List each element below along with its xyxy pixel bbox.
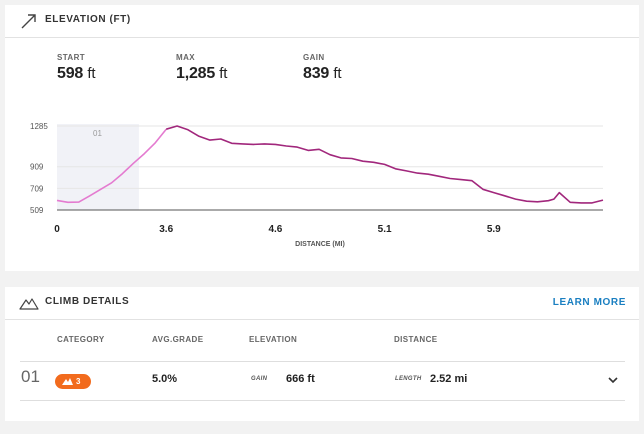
y-tick-label: 509: [30, 206, 44, 215]
elevation-title: ELEVATION (FT): [45, 14, 131, 25]
elevation-chart[interactable]: 01 1285 909 709 509 0 3.6 4.6 5.1 5.9 DISTANCE (MI…: [5, 5, 639, 271]
row-divider-top: [20, 361, 625, 362]
x-tick-label: 5.1: [378, 224, 392, 235]
stat-gain-label: GAIN: [303, 53, 325, 62]
mountain-badge-icon: [62, 378, 73, 385]
stat-gain: GAIN 839 ft: [303, 53, 341, 83]
stat-start-value: 598: [57, 65, 84, 82]
stat-max: MAX 1,285 ft: [176, 53, 227, 83]
climb-region-label: 01: [93, 129, 102, 138]
trend-arrow-icon: [21, 14, 36, 29]
length-value: 2.52 mi: [430, 373, 468, 385]
elevation-header: ELEVATION (FT): [5, 5, 639, 38]
header-avg-grade: AVG.GRADE: [152, 335, 204, 344]
elevation-line-climb: [56, 128, 167, 204]
category-badge: 3: [55, 374, 91, 389]
x-tick-label: 0: [54, 224, 60, 235]
climb-title: CLIMB DETAILS: [45, 296, 130, 307]
elevation-panel: ELEVATION (FT) START 598 ft MAX 1,285 ft…: [5, 5, 639, 271]
climb-header: CLIMB DETAILS LEARN MORE: [5, 287, 639, 320]
header-distance: DISTANCE: [394, 335, 438, 344]
category-value: 3: [76, 377, 81, 386]
elevation-line: [165, 125, 604, 204]
row-divider-bottom: [20, 400, 625, 401]
header-category: CATEGORY: [57, 335, 105, 344]
climb-index: 01: [21, 367, 40, 386]
stat-start-label: START: [57, 53, 86, 62]
mountain-icon: [19, 298, 39, 310]
stat-gain-value: 839: [303, 65, 330, 82]
avg-grade-value: 5.0%: [152, 373, 178, 385]
header-elevation: ELEVATION: [249, 335, 298, 344]
x-tick-label: 5.9: [487, 224, 501, 235]
climb-details-panel: CLIMB DETAILS LEARN MORE CATEGORY AVG.GR…: [5, 287, 639, 421]
length-label: LENGTH: [395, 376, 422, 382]
y-tick-label: 909: [30, 163, 44, 172]
stat-start: START 598 ft: [57, 53, 95, 83]
stat-start-unit: ft: [87, 65, 96, 82]
x-tick-label: 3.6: [159, 224, 173, 235]
learn-more-link[interactable]: LEARN MORE: [552, 297, 626, 308]
stat-gain-unit: ft: [333, 65, 342, 82]
y-tick-label: 709: [30, 184, 44, 193]
gain-value: 666 ft: [286, 373, 315, 385]
stat-max-label: MAX: [176, 53, 195, 62]
x-tick-label: 4.6: [268, 224, 282, 235]
y-tick-label: 1285: [30, 122, 48, 131]
stat-max-unit: ft: [219, 65, 228, 82]
chevron-down-icon[interactable]: [607, 375, 619, 385]
gain-label: GAIN: [251, 376, 268, 382]
stat-max-value: 1,285: [176, 65, 216, 82]
x-axis-label: DISTANCE (MI): [295, 241, 345, 248]
